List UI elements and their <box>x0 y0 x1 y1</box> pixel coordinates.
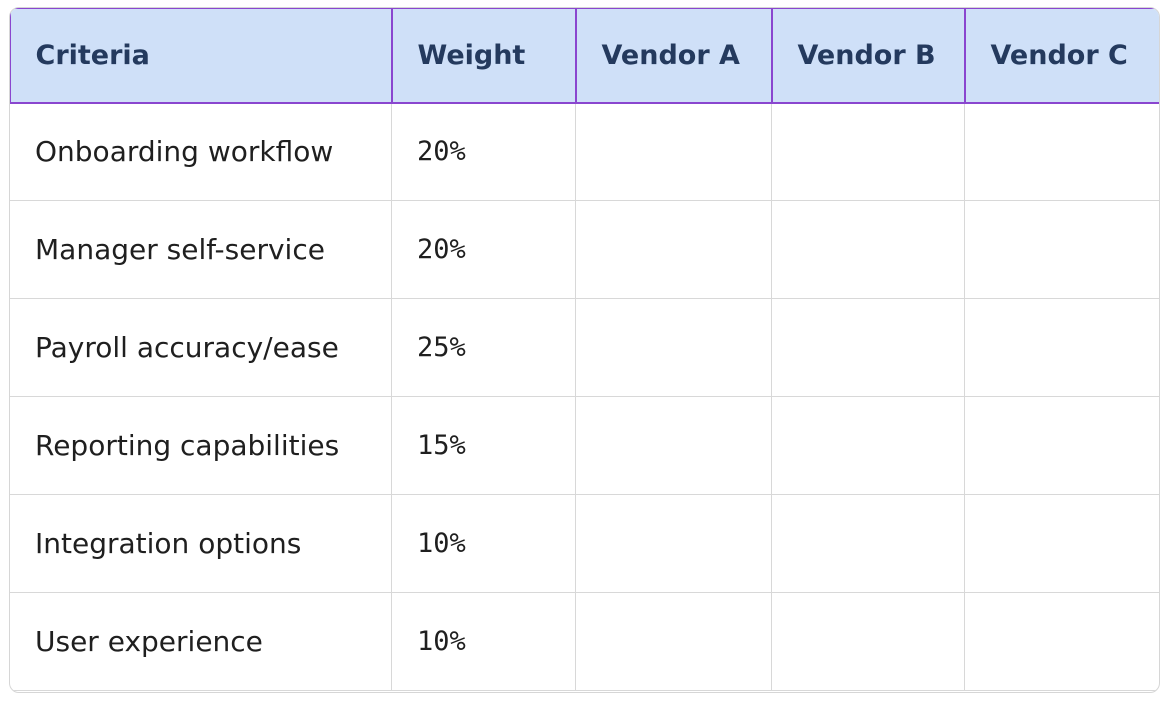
criteria-cell: Manager self-service <box>10 200 392 299</box>
table-container: Criteria Weight Vendor A Vendor B Vendor C O… <box>9 7 1160 693</box>
empty-cell <box>771 200 965 299</box>
empty-cell <box>771 298 965 397</box>
empty-cell <box>964 102 1159 201</box>
empty-cell <box>575 298 772 397</box>
empty-cell <box>771 396 965 495</box>
empty-cell <box>964 396 1159 495</box>
table-row: Manager self-service 20% <box>10 200 1159 299</box>
weight-cell: 20% <box>391 200 576 299</box>
header-cell: Vendor C <box>963 8 1159 104</box>
empty-cell <box>575 592 772 691</box>
weight-cell: 10% <box>391 592 576 691</box>
weight-cell: 25% <box>391 298 576 397</box>
empty-cell <box>964 592 1159 691</box>
empty-cell <box>575 396 772 495</box>
weight-cell: 15% <box>391 396 576 495</box>
criteria-cell: Onboarding workflow <box>10 102 392 201</box>
empty-cell <box>771 592 965 691</box>
header-cell: Vendor A <box>574 8 773 104</box>
header-row: Criteria Weight Vendor A Vendor B Vendor C <box>10 8 1159 104</box>
table-body: Onboarding workflow 20% Manager self-servi… <box>10 102 1159 691</box>
header-cell: Criteria <box>10 8 393 104</box>
header-cell: Weight <box>390 8 577 104</box>
empty-cell <box>964 494 1159 593</box>
empty-cell <box>575 102 772 201</box>
criteria-cell: Integration options <box>10 494 392 593</box>
weight-cell: 20% <box>391 102 576 201</box>
table-row: Onboarding workflow 20% <box>10 102 1159 201</box>
header-cell: Vendor B <box>770 8 966 104</box>
criteria-cell: Payroll accuracy/ease <box>10 298 392 397</box>
empty-cell <box>964 200 1159 299</box>
empty-cell <box>771 494 965 593</box>
table-row: Reporting capabilities 15% <box>10 396 1159 495</box>
comparison-table: Criteria Weight Vendor A Vendor B Vendor C O… <box>10 8 1159 691</box>
criteria-cell: User experience <box>10 592 392 691</box>
weight-cell: 10% <box>391 494 576 593</box>
criteria-cell: Reporting capabilities <box>10 396 392 495</box>
empty-cell <box>575 200 772 299</box>
table-row: User experience 10% <box>10 592 1159 691</box>
table-row: Payroll accuracy/ease 25% <box>10 298 1159 397</box>
table-row: Integration options 10% <box>10 494 1159 593</box>
empty-cell <box>771 102 965 201</box>
empty-cell <box>964 298 1159 397</box>
empty-cell <box>575 494 772 593</box>
